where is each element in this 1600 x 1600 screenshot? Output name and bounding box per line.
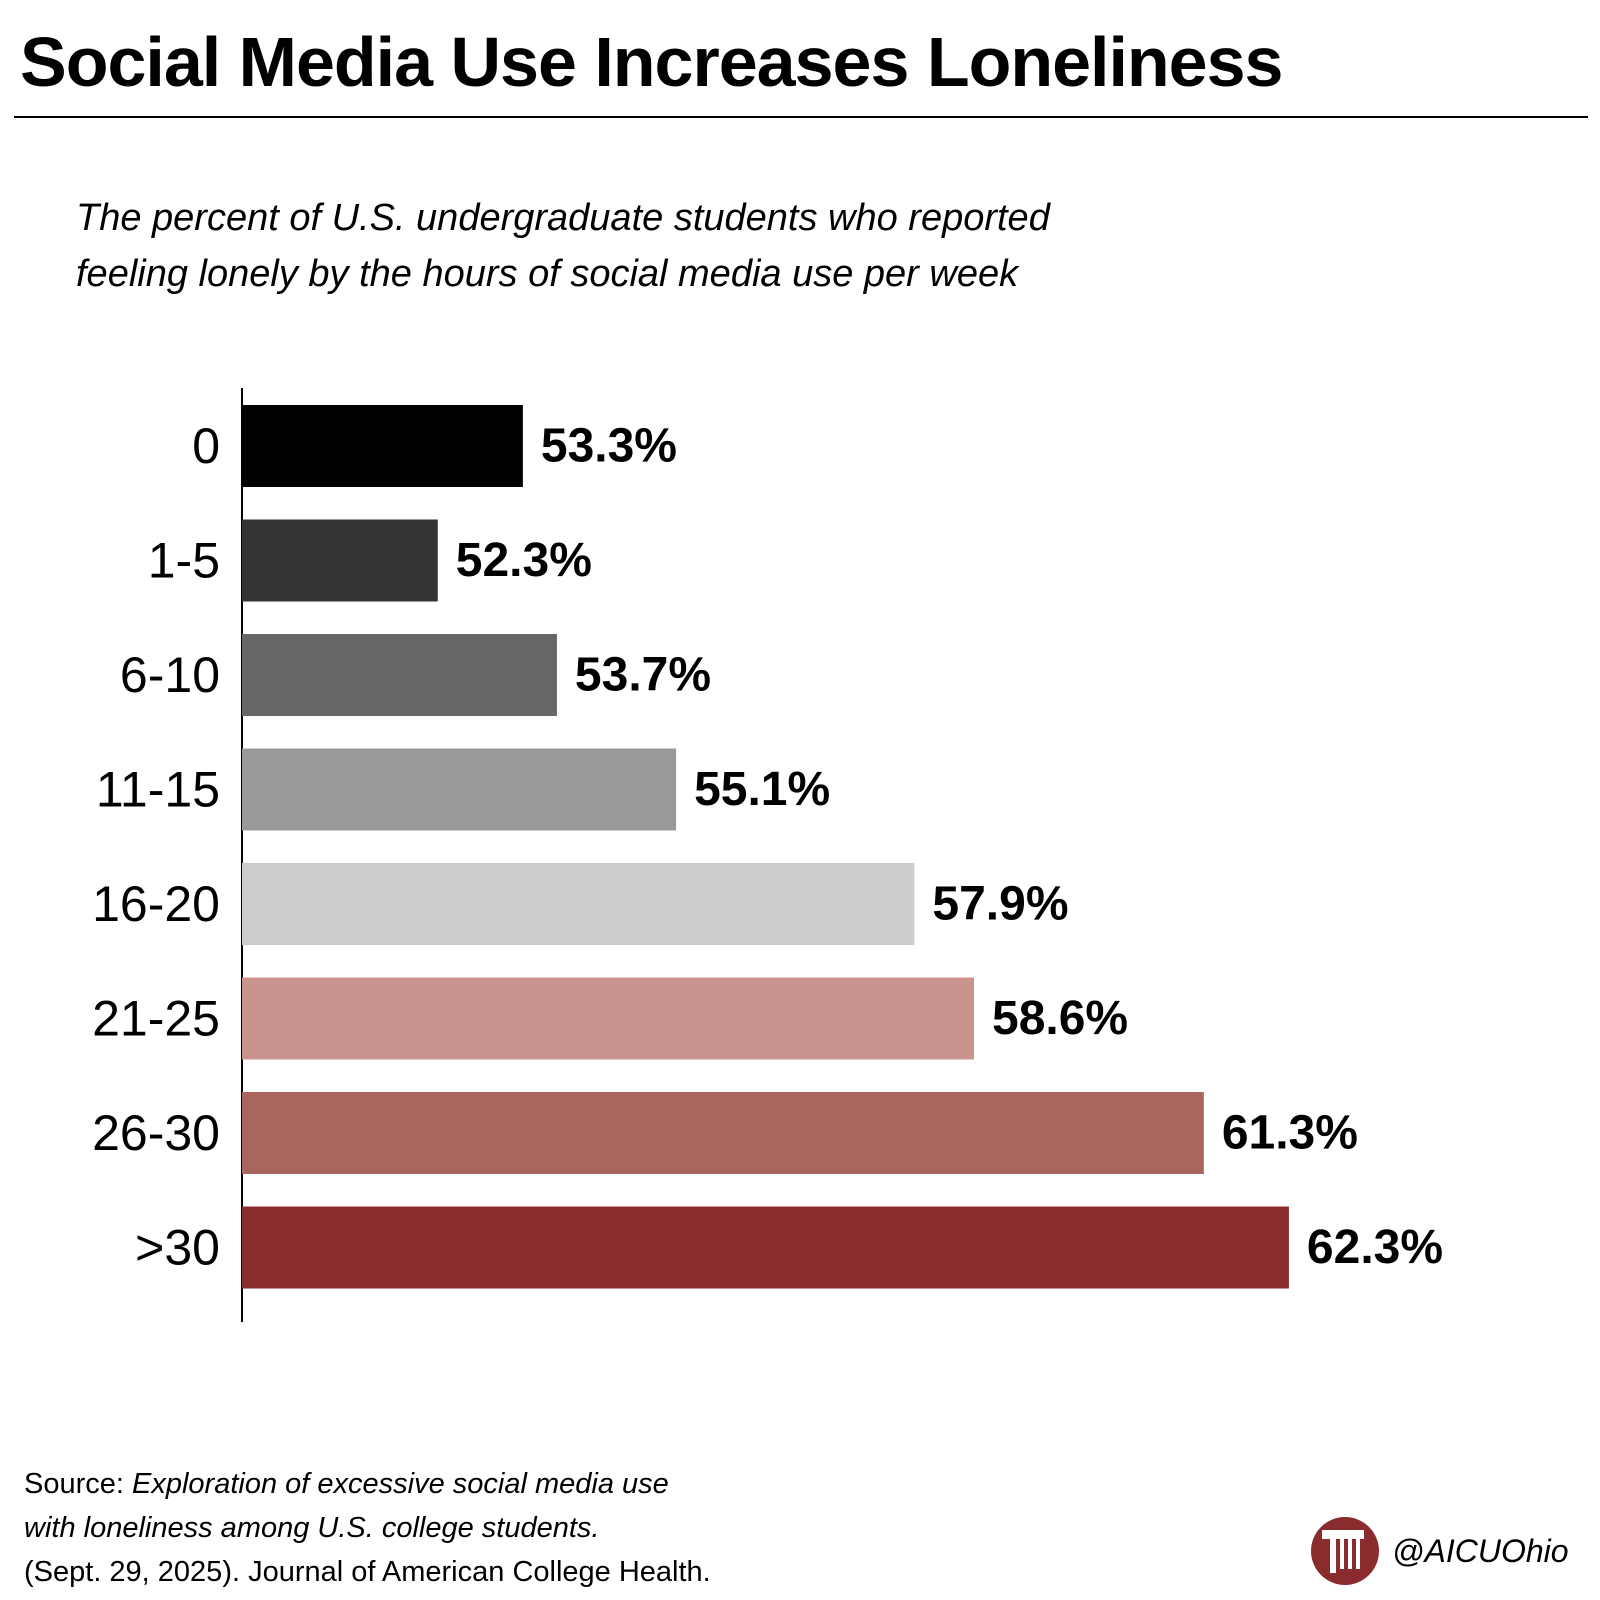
- category-label-4: 16-20: [92, 876, 220, 932]
- social-handle: @AICUOhio: [1392, 1532, 1569, 1569]
- category-label-6: 26-30: [92, 1105, 220, 1161]
- category-label-5: 21-25: [92, 991, 220, 1047]
- bar-1: [242, 519, 438, 602]
- value-label-7: 62.3%: [1307, 1221, 1443, 1274]
- category-label-0: 0: [192, 418, 220, 474]
- subtitle-line-2: feeling lonely by the hours of social me…: [76, 253, 1019, 295]
- value-label-4: 57.9%: [932, 878, 1068, 931]
- category-label-2: 6-10: [120, 647, 220, 703]
- value-label-2: 53.7%: [575, 649, 711, 702]
- source-note: Source: Exploration of excessive social …: [24, 1462, 924, 1594]
- bar-4: [242, 863, 915, 945]
- category-label-3: 11-15: [96, 762, 220, 818]
- title-divider: [14, 116, 1588, 118]
- chart-subtitle: The percent of U.S. undergraduate studen…: [76, 190, 1176, 302]
- bar-6: [242, 1092, 1204, 1174]
- bar-5: [242, 977, 974, 1060]
- bars-group: 0 53.3% 1-5 52.3% 6-10 53.7% 11-15 55.1% 16-20 57…: [92, 405, 1443, 1289]
- bar-2: [242, 634, 557, 716]
- value-label-0: 53.3%: [541, 420, 677, 473]
- value-label-5: 58.6%: [992, 992, 1128, 1045]
- category-label-1: 1-5: [148, 533, 220, 589]
- brand-block: @AICUOhio: [1310, 1516, 1569, 1586]
- value-label-3: 55.1%: [694, 763, 830, 816]
- source-prefix: Source:: [24, 1468, 132, 1500]
- bar-3: [242, 748, 677, 831]
- source-title-line-2: with loneliness among U.S. college stude…: [24, 1512, 600, 1544]
- chart-title: Social Media Use Increases Loneliness: [20, 23, 1283, 101]
- column-pillar-logo-icon: [1311, 1517, 1379, 1585]
- source-title-line-1: Exploration of excessive social media us…: [132, 1468, 669, 1500]
- source-citation: (Sept. 29, 2025). Journal of American Co…: [24, 1556, 711, 1588]
- bar-0: [242, 405, 523, 487]
- value-label-1: 52.3%: [456, 534, 592, 587]
- bar-7: [242, 1206, 1289, 1289]
- value-label-6: 61.3%: [1222, 1107, 1358, 1160]
- subtitle-line-1: The percent of U.S. undergraduate studen…: [76, 197, 1050, 239]
- category-label-7: >30: [135, 1220, 220, 1276]
